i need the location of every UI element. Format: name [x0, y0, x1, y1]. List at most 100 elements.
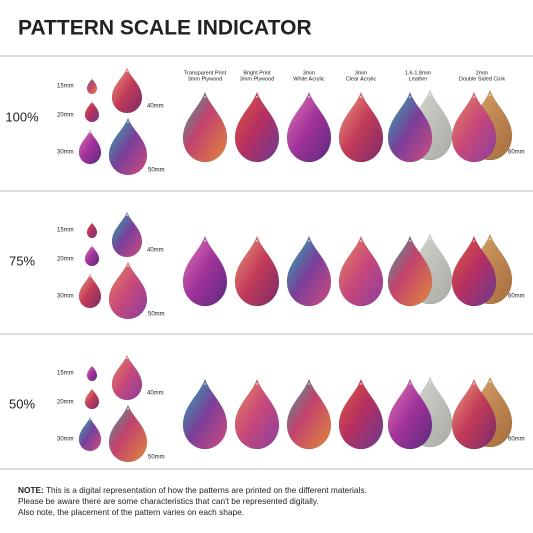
material-header: Leather — [409, 76, 428, 82]
size-label: 20mm — [57, 257, 74, 263]
size-label: 50mm — [148, 168, 165, 174]
material-header: 2mm — [476, 70, 489, 76]
hole — [91, 388, 93, 391]
material-header: White Acrylic — [293, 76, 325, 82]
teardrop — [234, 235, 280, 307]
hole — [126, 70, 128, 73]
teardrop — [451, 378, 497, 450]
teardrop — [286, 235, 332, 307]
hole — [429, 93, 431, 96]
note-line: Also note, the placement of the pattern … — [18, 507, 244, 517]
teardrop — [108, 261, 148, 320]
teardrop — [78, 129, 102, 165]
material-header: Transparent Print — [184, 70, 227, 76]
hole — [204, 239, 206, 242]
hole — [360, 95, 362, 98]
hole — [308, 382, 310, 385]
hole — [91, 245, 93, 248]
hole — [473, 95, 475, 98]
material-header: 3mm Plywood — [240, 76, 275, 82]
teardrop — [387, 91, 433, 163]
size-label: 40mm — [147, 391, 164, 397]
size-label: 40mm — [147, 248, 164, 254]
product-size: 60mm — [508, 437, 525, 443]
material-header: 3mm — [303, 70, 316, 76]
teardrop — [451, 235, 497, 307]
hole — [126, 357, 128, 360]
hole — [360, 239, 362, 242]
size-label: 40mm — [147, 104, 164, 110]
material-header: 1.6-1.8mm — [405, 70, 432, 76]
size-label: 20mm — [57, 113, 74, 119]
teardrop — [86, 221, 98, 239]
hole — [256, 382, 258, 385]
size-label: 15mm — [57, 84, 74, 90]
hole — [204, 382, 206, 385]
size-label: 30mm — [57, 437, 74, 443]
hole — [256, 239, 258, 242]
hole — [256, 95, 258, 98]
teardrop — [234, 91, 280, 163]
note-line: NOTE: This is a digital representation o… — [18, 485, 367, 495]
teardrop — [286, 378, 332, 450]
teardrop — [234, 378, 280, 450]
hole — [127, 264, 129, 267]
scale-label: 75% — [9, 253, 35, 268]
size-label: 50mm — [148, 312, 165, 318]
note-text: This is a digital representation of how … — [46, 485, 367, 495]
hole — [473, 382, 475, 385]
teardrop — [338, 91, 384, 163]
teardrop — [84, 387, 100, 410]
content: 100% 15mm 20mm 30mm 40mm 50mm 60mm 75% 15mm 20mm 3… — [5, 67, 525, 463]
hole — [489, 380, 491, 383]
teardrop — [182, 378, 228, 450]
hole — [126, 214, 128, 217]
teardrop — [182, 235, 228, 307]
teardrop — [84, 100, 100, 123]
hole — [91, 365, 93, 368]
teardrop — [387, 235, 433, 307]
note-line: Please be aware there are some character… — [18, 496, 319, 506]
title: PATTERN SCALE INDICATOR — [18, 17, 312, 40]
material-header: 3mm — [355, 70, 368, 76]
teardrop — [86, 364, 98, 382]
teardrop — [111, 354, 143, 401]
material-header: Bright Print — [243, 70, 271, 76]
hole — [89, 418, 91, 421]
teardrop — [108, 404, 148, 463]
hole — [204, 95, 206, 98]
teardrop — [111, 67, 143, 114]
hole — [489, 237, 491, 240]
scale-label: 100% — [5, 109, 39, 124]
hole — [409, 95, 411, 98]
hole — [308, 95, 310, 98]
hole — [91, 78, 93, 81]
hole — [127, 407, 129, 410]
scale-label: 50% — [9, 396, 35, 411]
hole — [489, 93, 491, 96]
material-header: 3mm Plywood — [188, 76, 223, 82]
teardrop — [78, 273, 102, 309]
hole — [127, 120, 129, 123]
teardrop — [387, 378, 433, 450]
teardrop — [84, 244, 100, 267]
teardrop — [78, 416, 102, 452]
material-header: Clear Acrylic — [346, 76, 377, 82]
hole — [89, 131, 91, 134]
product-size: 60mm — [508, 294, 525, 300]
teardrop — [108, 117, 148, 176]
hole — [429, 237, 431, 240]
size-label: 15mm — [57, 371, 74, 377]
hole — [429, 380, 431, 383]
size-label: 15mm — [57, 228, 74, 234]
product-size: 60mm — [508, 150, 525, 156]
hole — [360, 382, 362, 385]
size-label: 50mm — [148, 455, 165, 461]
teardrop — [451, 91, 497, 163]
size-label: 30mm — [57, 150, 74, 156]
hole — [473, 239, 475, 242]
hole — [91, 222, 93, 225]
material-header: Double Sided Cork — [459, 76, 505, 82]
teardrop — [86, 77, 98, 95]
